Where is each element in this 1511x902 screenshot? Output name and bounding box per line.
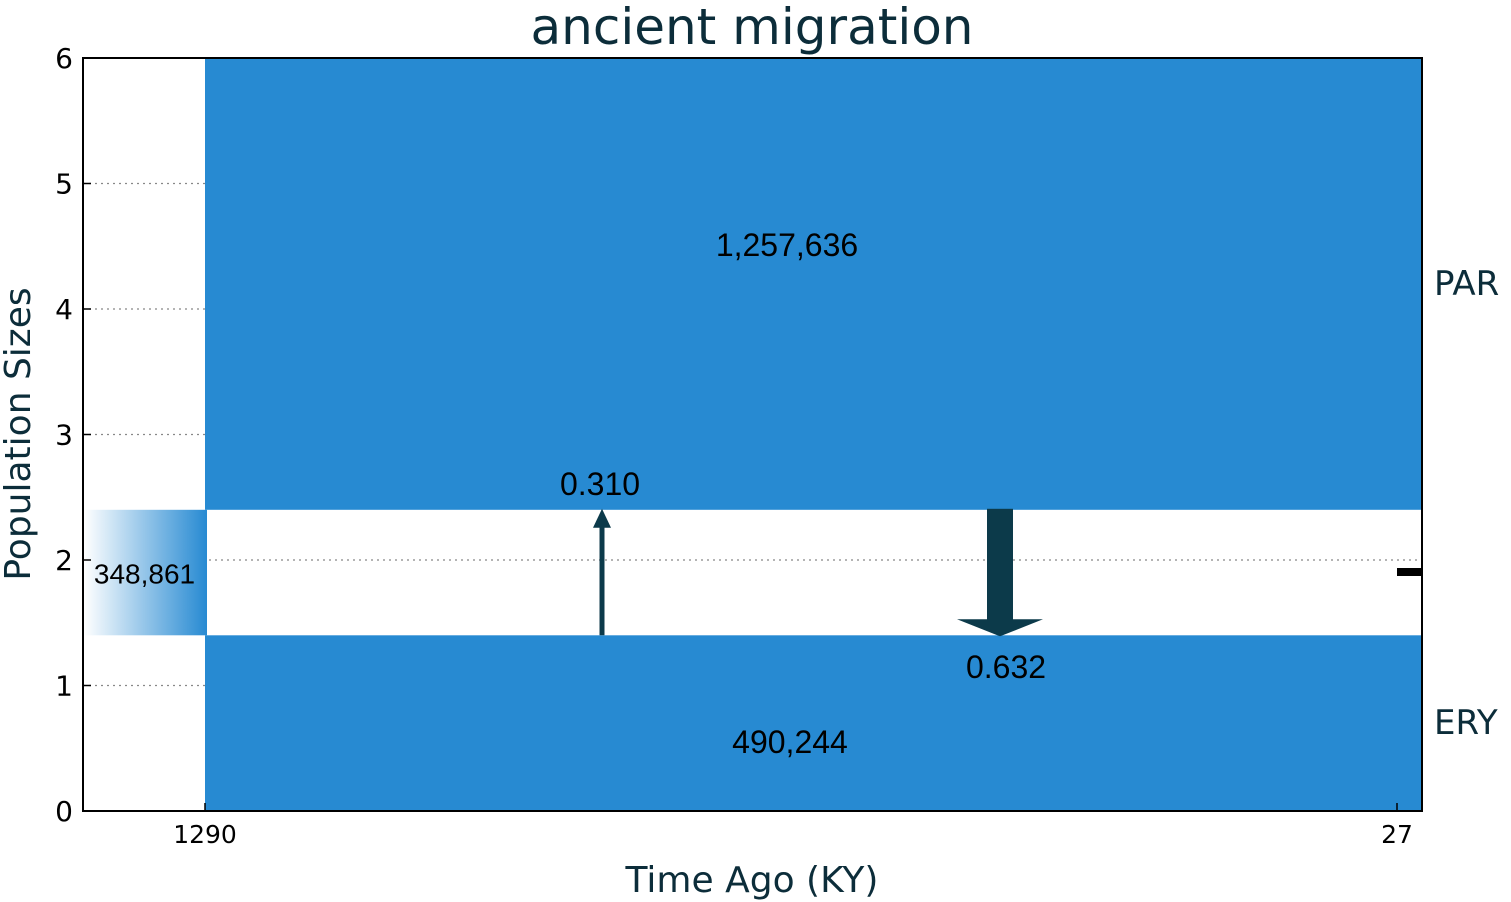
x-axis-ticks: 1290 27 [173, 803, 1413, 849]
y-tick-label: 1 [55, 670, 73, 703]
population-name-par: PAR [1434, 264, 1499, 304]
migration-rate-label-down: 0.632 [966, 649, 1046, 685]
y-tick-label: 0 [55, 795, 73, 828]
x-axis-label: Time Ago (KY) [625, 860, 879, 901]
arrow-shaft [987, 508, 1013, 621]
migration-rate-label-up: 0.310 [560, 466, 640, 502]
migration-arrow-ery-to-par [593, 508, 611, 636]
y-tick-label: 6 [55, 42, 73, 75]
present-marker [1397, 568, 1423, 576]
population-block-ery [205, 635, 1422, 811]
x-tick-label: 27 [1381, 820, 1413, 849]
migration-arrow-par-to-ery [957, 508, 1043, 637]
ancestral-population-block [84, 509, 207, 636]
y-tick-label: 5 [55, 168, 73, 201]
y-tick-label: 4 [55, 293, 73, 326]
y-axis-label: Population Sizes [0, 287, 39, 580]
x-tick-label: 1290 [173, 820, 237, 849]
ery-size-label: 490,244 [732, 724, 848, 760]
y-axis-ticks: 0 1 2 3 4 5 6 [55, 42, 91, 828]
arrow-head [593, 508, 611, 528]
population-block-par [205, 58, 1422, 510]
y-tick-label: 2 [55, 544, 73, 577]
population-name-ery: ERY [1434, 703, 1498, 743]
y-tick-label: 3 [55, 419, 73, 452]
par-size-label: 1,257,636 [716, 227, 858, 263]
chart-title: ancient migration [531, 0, 974, 56]
ancestral-size-label: 348,861 [94, 559, 195, 590]
arrow-head [957, 619, 1043, 637]
